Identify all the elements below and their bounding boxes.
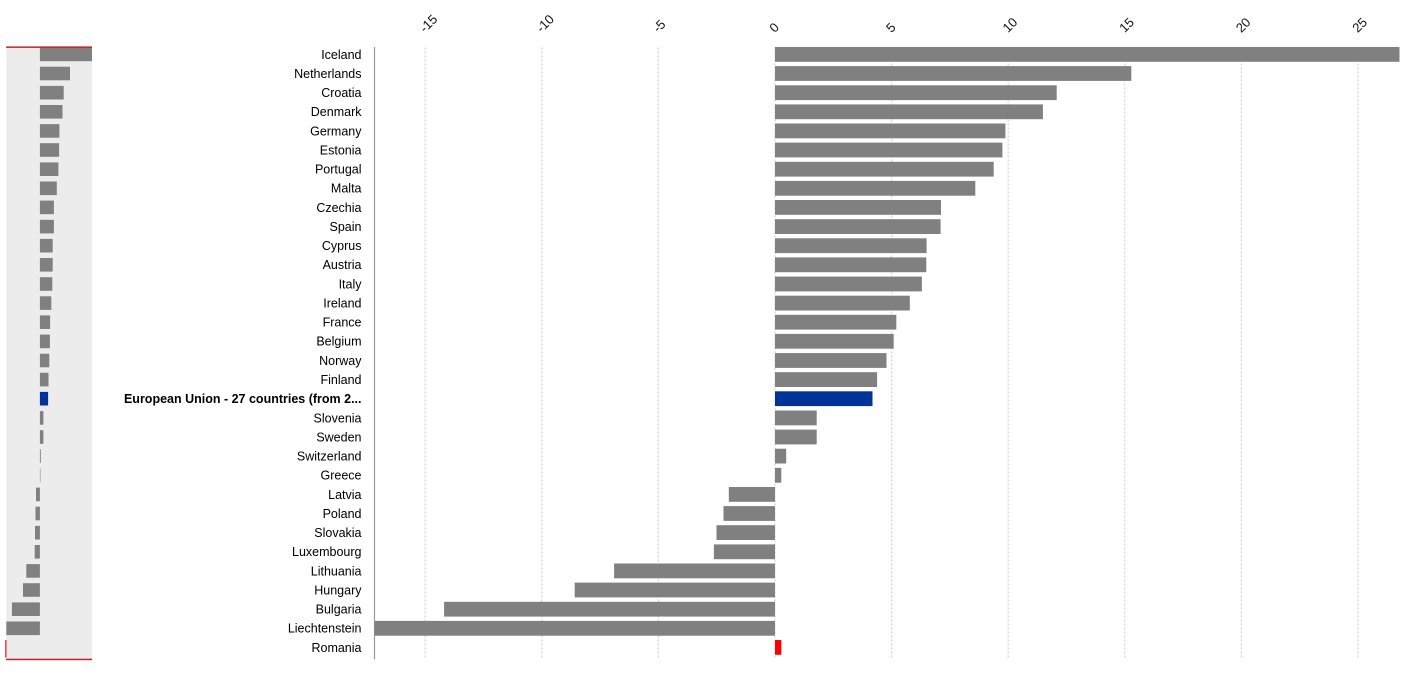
svg-text:-5: -5 <box>650 17 669 36</box>
svg-text:5: 5 <box>883 20 899 36</box>
svg-text:Lithuania: Lithuania <box>311 564 362 578</box>
svg-text:Iceland: Iceland <box>321 48 361 62</box>
svg-text:Hungary: Hungary <box>314 583 362 597</box>
svg-text:0: 0 <box>766 20 782 36</box>
svg-text:Norway: Norway <box>319 354 362 368</box>
svg-text:Cyprus: Cyprus <box>322 239 362 253</box>
svg-text:Latvia: Latvia <box>328 488 361 502</box>
svg-text:25: 25 <box>1349 15 1370 36</box>
svg-text:Luxembourg: Luxembourg <box>292 545 362 559</box>
svg-text:20: 20 <box>1233 15 1254 36</box>
svg-text:-10: -10 <box>533 12 557 36</box>
svg-text:Poland: Poland <box>323 507 362 521</box>
svg-text:Austria: Austria <box>323 258 362 272</box>
svg-text:Estonia: Estonia <box>320 143 362 157</box>
svg-text:Spain: Spain <box>330 220 362 234</box>
svg-text:Bulgaria: Bulgaria <box>316 603 362 617</box>
svg-text:Liechtenstein: Liechtenstein <box>288 622 362 636</box>
svg-text:-15: -15 <box>417 12 441 36</box>
svg-text:Ireland: Ireland <box>323 297 361 311</box>
svg-text:Croatia: Croatia <box>321 86 361 100</box>
svg-text:Italy: Italy <box>339 277 363 291</box>
svg-text:Netherlands: Netherlands <box>294 67 361 81</box>
svg-text:Greece: Greece <box>321 469 362 483</box>
svg-text:Portugal: Portugal <box>315 163 362 177</box>
svg-text:Czechia: Czechia <box>316 201 361 215</box>
svg-text:Sweden: Sweden <box>316 430 361 444</box>
svg-text:European Union - 27 countries: European Union - 27 countries (from 2... <box>124 392 362 406</box>
svg-text:15: 15 <box>1116 15 1137 36</box>
svg-text:Malta: Malta <box>331 182 362 196</box>
svg-text:Slovenia: Slovenia <box>314 411 362 425</box>
svg-text:10: 10 <box>1000 15 1021 36</box>
svg-text:Romania: Romania <box>311 641 361 655</box>
svg-text:France: France <box>323 316 362 330</box>
svg-text:Switzerland: Switzerland <box>297 450 362 464</box>
svg-text:Finland: Finland <box>321 373 362 387</box>
svg-text:Germany: Germany <box>310 124 362 138</box>
svg-text:Belgium: Belgium <box>316 335 361 349</box>
svg-text:Denmark: Denmark <box>311 105 362 119</box>
svg-text:Slovakia: Slovakia <box>314 526 361 540</box>
